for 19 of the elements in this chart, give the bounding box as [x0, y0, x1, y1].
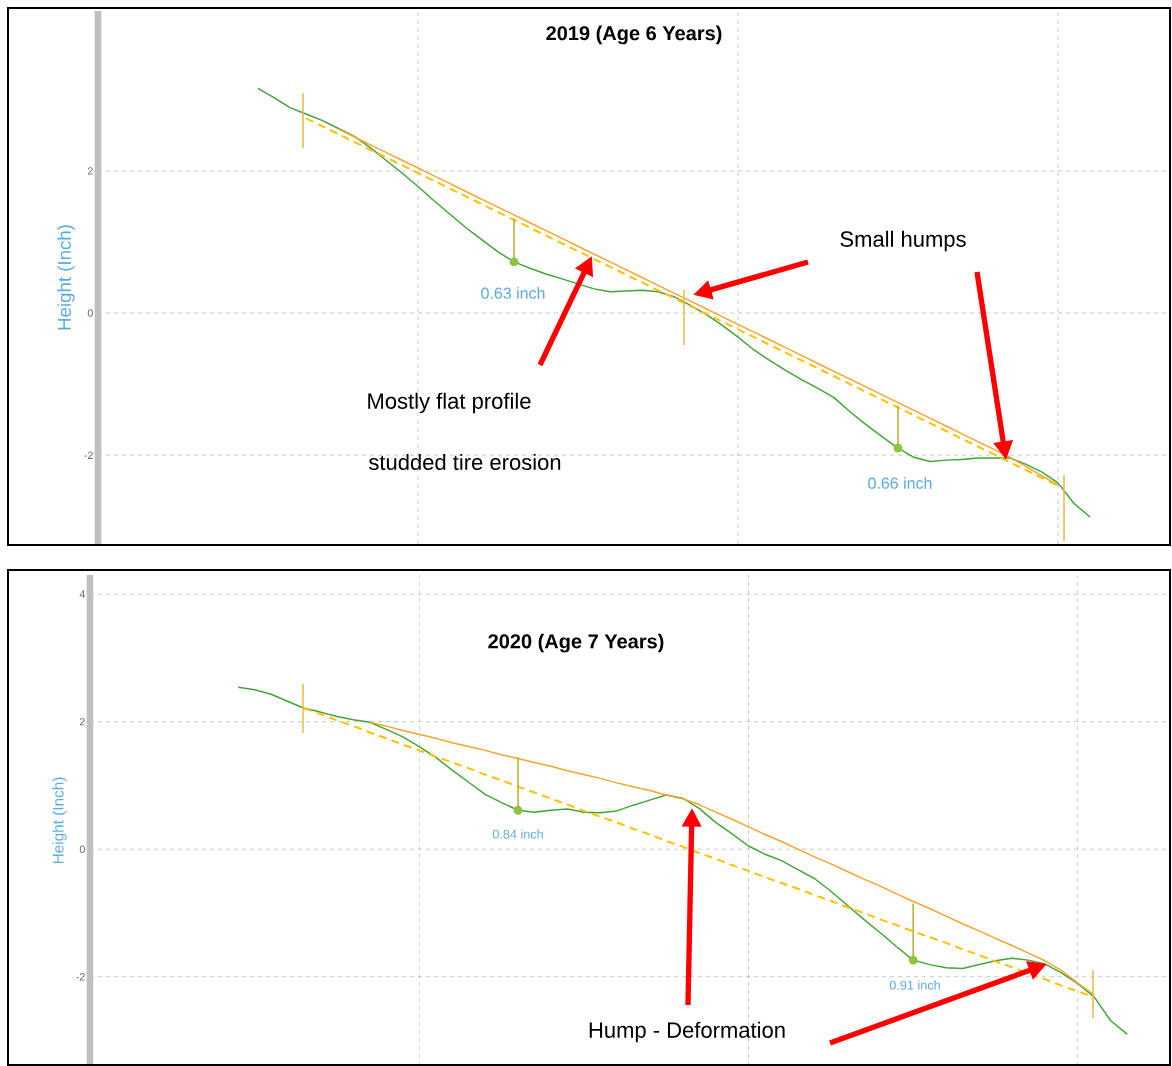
y-tick-label: 4 [79, 590, 85, 598]
y-axis-title: Height (Inch) [57, 225, 75, 330]
annotation: 0.84 inch [492, 829, 543, 839]
y-tick-label: 2 [79, 717, 85, 726]
y-tick-label: 2 [87, 167, 93, 175]
annotation: Mostly flat profile [368, 392, 531, 414]
y-tick-label: -2 [76, 972, 85, 981]
y-tick-label: 0 [79, 845, 85, 853]
annotation: studded tire erosion [369, 453, 561, 471]
annotation: Hump - Deformation [589, 1021, 785, 1043]
annotation: 0.91 inch [889, 980, 940, 990]
annotation: 0.66 inch [868, 477, 932, 489]
y-axis-title: Height (Inch) [52, 777, 67, 864]
y-tick-label: -2 [84, 451, 93, 459]
text: 2020 (Age 7 Years) [488, 633, 664, 653]
y-tick-label: 0 [87, 309, 93, 317]
text: 2019 (Age 6 Years) [546, 25, 722, 45]
annotation: Small humps [840, 230, 966, 252]
annotation: 0.63 inch [481, 287, 545, 299]
